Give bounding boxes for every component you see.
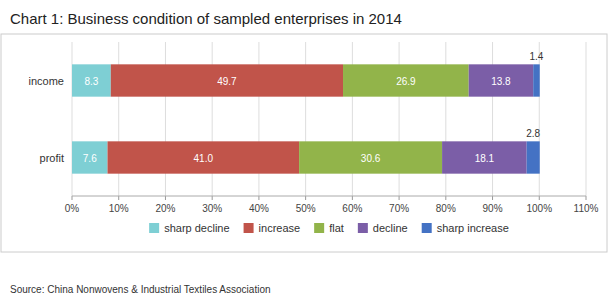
x-tick-label: 50%: [296, 203, 316, 214]
tick-mark: [445, 196, 446, 200]
x-tick-label: 20%: [155, 203, 175, 214]
x-tick-label: 70%: [389, 203, 409, 214]
legend-swatch: [314, 223, 324, 233]
data-labels: 7.6 41.0 30.6 18.1 2.8 8.3 49.7 26.9 13.8 1.4: [83, 51, 544, 163]
x-tick-label: 10%: [109, 203, 129, 214]
data-label: 30.6: [361, 153, 381, 164]
bar: [343, 64, 469, 96]
source: Source: China Nonwovens & Industrial Tex…: [10, 284, 271, 295]
x-tick-label: 40%: [249, 203, 269, 214]
x-tick-label: 60%: [342, 203, 362, 214]
tick-mark: [212, 196, 213, 200]
legend-label: sharp increase: [437, 222, 509, 234]
bar: [469, 64, 533, 96]
tick-mark: [118, 196, 119, 200]
bar: [299, 141, 442, 173]
tick-mark: [258, 196, 259, 200]
data-label: 26.9: [396, 76, 416, 87]
data-label: 8.3: [84, 76, 98, 87]
data-label: 1.4: [530, 51, 544, 62]
legend-swatch: [149, 223, 159, 233]
bar: [442, 141, 527, 173]
tick-mark: [72, 196, 73, 200]
data-label: 7.6: [83, 153, 97, 164]
legend-swatch: [358, 223, 368, 233]
bar: [533, 64, 540, 96]
tick-mark: [492, 196, 493, 200]
bar: [108, 141, 300, 173]
grid: [72, 42, 586, 196]
tick-mark: [352, 196, 353, 200]
legend: sharp decline increase flat decline sharp in…: [149, 222, 509, 234]
bar: [72, 64, 111, 96]
tick-mark: [305, 196, 306, 200]
bars: [72, 64, 540, 173]
y-tick-label: income: [29, 75, 64, 87]
legend-label: decline: [373, 222, 408, 234]
legend-label: sharp decline: [164, 222, 229, 234]
bar: [111, 64, 343, 96]
data-label: 18.1: [475, 153, 495, 164]
legend-swatch: [244, 223, 254, 233]
data-label: 13.8: [491, 76, 511, 87]
tick-mark: [165, 196, 166, 200]
legend-label: increase: [259, 222, 301, 234]
bar: [527, 141, 540, 173]
frame: [1, 34, 607, 252]
x-tick-label: 80%: [436, 203, 456, 214]
y-tick-label: profit: [40, 152, 64, 164]
x-tick-label: 30%: [202, 203, 222, 214]
tick-mark: [539, 196, 540, 200]
legend-swatch: [422, 223, 432, 233]
legend-label: flat: [329, 222, 344, 234]
tick-mark: [399, 196, 400, 200]
x-tick-label: 0%: [65, 203, 80, 214]
x-axis-line: [72, 196, 586, 197]
grid-line: [586, 42, 587, 196]
data-label: 49.7: [217, 76, 237, 87]
data-label: 2.8: [526, 128, 540, 139]
x-tick-label: 110%: [574, 203, 599, 214]
title: Chart 1: Business condition of sampled e…: [10, 10, 402, 27]
chart: Chart 1: Business condition of sampled e…: [0, 0, 608, 305]
bar: [72, 141, 108, 173]
tick-mark: [586, 196, 587, 200]
x-tick-label: 90%: [483, 203, 503, 214]
x-tick-label: 100%: [526, 203, 552, 214]
data-label: 41.0: [194, 153, 214, 164]
